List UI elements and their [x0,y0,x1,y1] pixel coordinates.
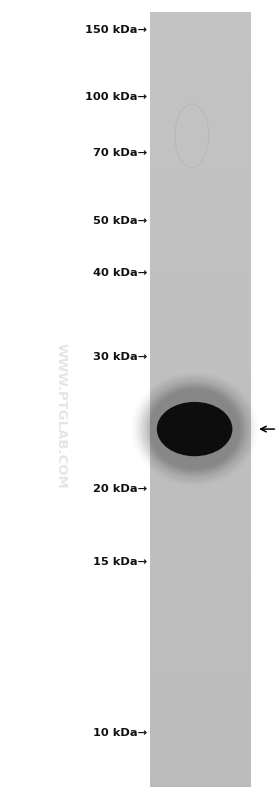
Text: 150 kDa→: 150 kDa→ [85,26,147,35]
Text: 70 kDa→: 70 kDa→ [93,149,147,158]
Text: 30 kDa→: 30 kDa→ [93,352,147,362]
Text: WWW.PTGLAB.COM: WWW.PTGLAB.COM [55,343,68,488]
Text: 50 kDa→: 50 kDa→ [93,217,147,226]
Text: 20 kDa→: 20 kDa→ [93,484,147,494]
Ellipse shape [157,402,232,456]
Text: 15 kDa→: 15 kDa→ [93,558,147,567]
Text: 10 kDa→: 10 kDa→ [93,728,147,737]
Text: 40 kDa→: 40 kDa→ [93,268,147,278]
Text: 100 kDa→: 100 kDa→ [85,93,147,102]
